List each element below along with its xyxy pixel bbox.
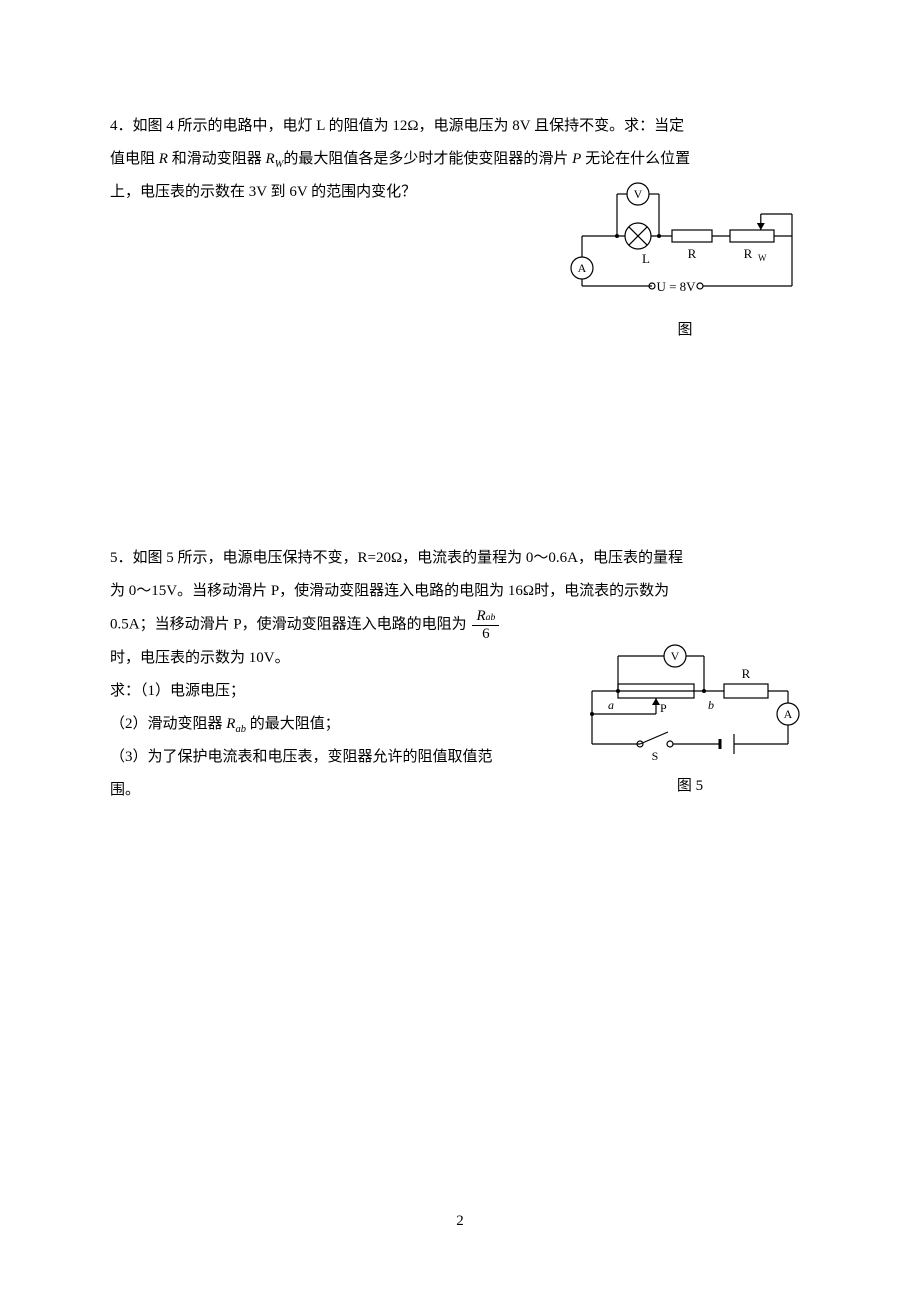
figure-5-caption: 图 5 — [570, 774, 810, 798]
svg-text:V: V — [671, 649, 680, 663]
problem-5: 5．如图 5 所示，电源电压保持不变，R=20Ω，电流表的量程为 0～0.6A，… — [110, 542, 810, 807]
circuit-diagram-4: AVLRRWU = 8V — [560, 176, 810, 316]
frac-den: 6 — [472, 626, 499, 643]
problem-4-line2: 值电阻 R 和滑动变阻器 RW的最大阻值各是多少时才能使变阻器的滑片 P 无论在… — [110, 143, 810, 176]
problem-5-line2: 为 0～15V。当移动滑片 P，使滑动变阻器连入电路的电阻为 16Ω时，电流表的… — [110, 575, 810, 608]
svg-text:R: R — [744, 246, 753, 261]
p4-R: R — [159, 151, 168, 167]
svg-text:R: R — [688, 246, 697, 261]
frac-num-R: R — [476, 608, 485, 624]
p5-l3a: 0.5A；当移动滑片 P，使滑动变阻器连入电路的电阻为 — [110, 617, 470, 633]
problem-5-line1: 5．如图 5 所示，电源电压保持不变，R=20Ω，电流表的量程为 0～0.6A，… — [110, 542, 810, 575]
figure-4: AVLRRWU = 8V 图 — [560, 176, 810, 342]
p4-P: P — [572, 151, 581, 167]
figure-5: V Aa b P R S 图 5 — [570, 642, 810, 798]
p4-l2b: 和滑动变阻器 — [168, 151, 266, 167]
p5-l6a: （2）滑动变阻器 — [110, 716, 226, 732]
svg-text:A: A — [784, 707, 793, 721]
p4-l2c: 的最大阻值各是多少时 — [283, 151, 433, 167]
svg-text:U = 8V: U = 8V — [656, 279, 696, 294]
svg-text:a: a — [608, 698, 614, 712]
problem-4-text: 4．如图 4 所示的电路中，电灯 L 的阻值为 12Ω，电源电压为 8V 且保持… — [110, 110, 810, 143]
svg-text:A: A — [578, 261, 587, 275]
problem-4-line1: 如图 4 所示的电路中，电灯 L 的阻值为 12Ω，电源电压为 8V 且保持不变… — [133, 118, 685, 134]
p5-l6sub: ab — [235, 724, 246, 735]
svg-text:L: L — [642, 251, 650, 266]
frac-num-ab: ab — [486, 612, 496, 623]
p4-Rw: R — [265, 151, 274, 167]
svg-text:R: R — [742, 666, 751, 681]
p4-l2d: 才能使变阻器的滑片 — [433, 151, 572, 167]
svg-text:S: S — [652, 749, 659, 763]
svg-text:V: V — [634, 187, 643, 201]
p5-num: 5． — [110, 550, 133, 566]
problem-4: 4．如图 4 所示的电路中，电灯 L 的阻值为 12Ω，电源电压为 8V 且保持… — [110, 110, 810, 342]
svg-text:b: b — [708, 698, 714, 712]
fraction-Rab-6: Rab 6 — [472, 608, 499, 642]
p5-l1: 如图 5 所示，电源电压保持不变，R=20Ω，电流表的量程为 0～0.6A，电压… — [133, 550, 683, 566]
problem-4-number: 4． — [110, 118, 133, 134]
p5-l6b: 的最大阻值； — [246, 716, 340, 732]
figure-4-caption: 图 — [560, 318, 810, 342]
problem-5-line3: 0.5A；当移动滑片 P，使滑动变阻器连入电路的电阻为 Rab 6 — [110, 608, 810, 642]
circuit-diagram-5: V Aa b P R S — [570, 642, 810, 772]
page-number: 2 — [0, 1213, 920, 1230]
p4-l2e: 无论在什么位置 — [581, 151, 690, 167]
svg-text:W: W — [758, 253, 767, 263]
p4-l2a: 值电阻 — [110, 151, 159, 167]
svg-text:P: P — [660, 701, 667, 715]
